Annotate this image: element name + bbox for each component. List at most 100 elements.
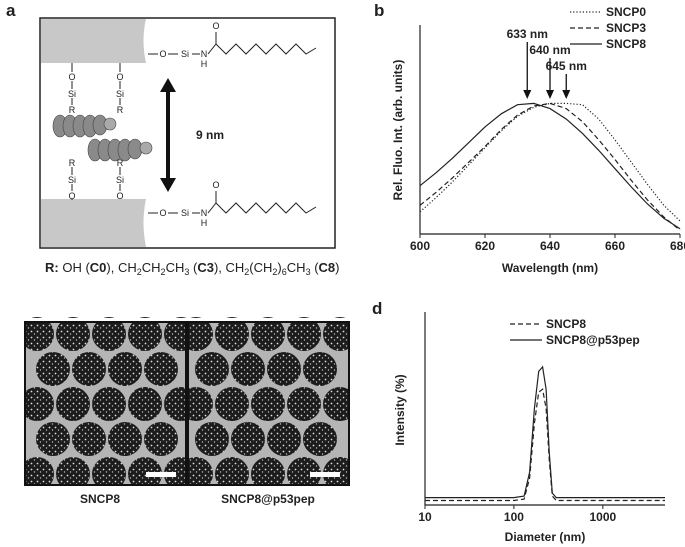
atom: O — [116, 191, 123, 201]
atom: O — [212, 180, 219, 190]
panel-label: b — [374, 1, 384, 20]
particle — [267, 352, 301, 386]
particle — [195, 352, 229, 386]
caption-part: C0 — [90, 260, 107, 275]
particle — [92, 387, 126, 421]
annotation: 640 nm — [529, 43, 570, 57]
y-axis-title: Rel. Fluo. Int. (arb. units) — [391, 60, 405, 201]
caption-part: C3 — [197, 260, 214, 275]
particle — [72, 352, 106, 386]
particle — [92, 457, 126, 491]
x-tick-label: 1000 — [589, 510, 616, 524]
atom: R — [117, 158, 124, 168]
particle — [179, 387, 213, 421]
particle — [215, 457, 249, 491]
atom: R — [69, 158, 76, 168]
particle — [251, 387, 285, 421]
atom: O — [212, 21, 219, 31]
series-line — [419, 102, 681, 222]
caption: R: OH (C0), CH2CH2CH3 (C3), CH2(CH2)6CH3… — [45, 260, 340, 277]
atom: Si — [68, 89, 76, 99]
x-tick-label: 100 — [504, 510, 524, 524]
caption-part: 3 — [184, 267, 189, 277]
atom: R — [69, 105, 76, 115]
particle — [144, 422, 178, 456]
particle — [287, 457, 321, 491]
caption-part: ), CH — [106, 260, 136, 275]
scale-bar — [310, 472, 340, 477]
particle — [108, 422, 142, 456]
atom: H — [201, 218, 208, 228]
atom: O — [68, 191, 75, 201]
particle — [56, 457, 90, 491]
series-line — [425, 388, 665, 502]
particle — [20, 387, 54, 421]
atom: Si — [116, 89, 124, 99]
particle — [128, 457, 162, 491]
caption-part: ), CH — [214, 260, 244, 275]
particle — [56, 317, 90, 351]
caption-part: C8 — [319, 260, 336, 275]
atom: Si — [181, 208, 189, 218]
legend-label: SNCP8 — [546, 317, 586, 331]
particle — [267, 422, 301, 456]
atom-labels: O Si N H O O Si N H O O Si R O Si R R Si… — [68, 21, 220, 228]
legend-label: SNCP3 — [606, 21, 646, 35]
caption-part: ) — [335, 260, 339, 275]
legend-label: SNCP8@p53pep — [546, 333, 640, 347]
particle — [231, 422, 265, 456]
atom: R — [117, 105, 124, 115]
caption-part: 3 — [306, 267, 311, 277]
x-axis-title: Wavelength (nm) — [502, 261, 598, 275]
particle — [108, 352, 142, 386]
particle — [128, 387, 162, 421]
caption-part: CH — [166, 260, 185, 275]
atom: Si — [181, 49, 189, 59]
particle — [92, 317, 126, 351]
caption-part: 2 — [272, 267, 277, 277]
caption-part: ( — [311, 260, 320, 275]
caption-part: OH ( — [59, 260, 91, 275]
particle — [36, 422, 70, 456]
x-tick-label: 680 — [670, 239, 685, 253]
panel-label: d — [372, 299, 382, 318]
particle — [20, 317, 54, 351]
particle — [56, 387, 90, 421]
caption-part: ) — [277, 260, 281, 275]
image-mask — [0, 486, 369, 492]
arrow-head — [562, 90, 571, 99]
image-mask — [0, 318, 369, 321]
image-frame — [24, 321, 187, 486]
series-line — [419, 102, 681, 231]
atom: O — [159, 208, 166, 218]
particle — [215, 317, 249, 351]
x-axis-title: Diameter (nm) — [505, 530, 586, 544]
caption-part: CH — [142, 260, 161, 275]
particle — [72, 422, 106, 456]
series-line — [425, 365, 665, 499]
particle — [251, 457, 285, 491]
particle — [144, 352, 178, 386]
particle — [195, 422, 229, 456]
annotation: 645 nm — [546, 59, 587, 73]
particle — [303, 422, 337, 456]
distance-label: 9 nm — [196, 128, 224, 142]
legend-label: SNCP8 — [606, 37, 646, 51]
image-label: SNCP8 — [80, 492, 120, 506]
particle — [20, 457, 54, 491]
x-tick-label: 600 — [410, 239, 430, 253]
particle — [231, 352, 265, 386]
x-tick-label: 620 — [475, 239, 495, 253]
tem-images — [20, 317, 357, 491]
caption-part: 2 — [244, 267, 249, 277]
particle — [303, 352, 337, 386]
series-line — [419, 102, 681, 230]
image-frame — [187, 321, 350, 486]
particle — [287, 317, 321, 351]
particle — [215, 387, 249, 421]
atom: O — [68, 72, 75, 82]
atom: Si — [68, 175, 76, 185]
panel-label: a — [6, 1, 16, 20]
arrow-head — [523, 90, 532, 99]
